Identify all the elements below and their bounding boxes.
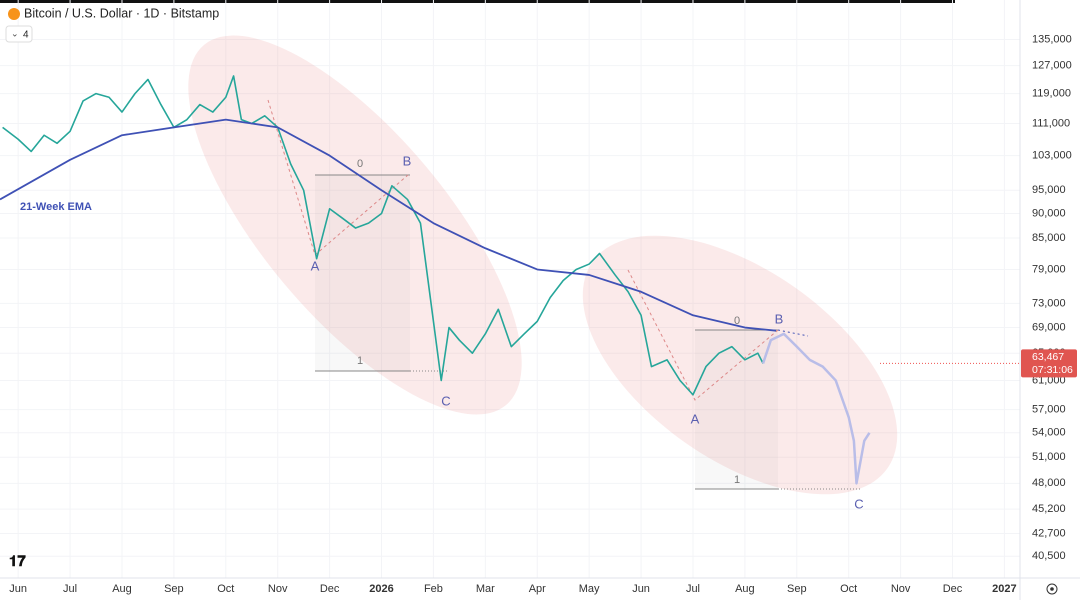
layout-button[interactable]	[5, 25, 33, 43]
series-line	[761, 332, 871, 485]
fib-box	[315, 175, 410, 371]
x-tick-label: May	[579, 583, 600, 595]
x-tick-label: Aug	[112, 583, 132, 595]
x-tick-label: Mar	[476, 583, 495, 595]
countdown: 07:31:06	[1032, 364, 1073, 376]
y-tick-label: 103,000	[1032, 149, 1072, 161]
y-tick-label: 51,000	[1032, 451, 1066, 463]
x-tick-label: Aug	[735, 583, 755, 595]
y-tick-label: 111,000	[1032, 117, 1070, 129]
wave-dash	[267, 99, 809, 401]
fib-label: 0	[357, 158, 363, 170]
last-price-label: 63,467	[1032, 351, 1064, 363]
y-tick-label: 42,700	[1032, 527, 1066, 539]
x-tick-label: Oct	[217, 583, 234, 595]
axes: 135,000 127,000 119,000 111,000 103,000 95,00…	[9, 33, 1077, 595]
x-tick-label: Apr	[529, 583, 546, 595]
series-line	[2, 75, 764, 396]
y-tick-label: 79,000	[1032, 263, 1066, 275]
y-tick-label: 54,000	[1032, 427, 1066, 439]
y-tick-label: 40,500	[1032, 550, 1066, 562]
wave-label: A	[691, 411, 700, 426]
settings-icon[interactable]	[1046, 583, 1058, 595]
wave-label: A	[311, 258, 320, 273]
y-tick-label: 127,000	[1032, 60, 1072, 72]
top-bar	[0, 0, 955, 3]
layout-badge: 4	[23, 30, 29, 41]
y-tick-label: 57,000	[1032, 403, 1066, 415]
btc-icon	[8, 8, 20, 20]
x-tick-label: Feb	[424, 583, 443, 595]
chart-title: Bitcoin / U.S. Dollar · 1D · Bitstamp	[24, 6, 219, 20]
wave-label: B	[403, 153, 412, 168]
y-tick-label: 73,000	[1032, 297, 1066, 309]
fib-lines	[315, 174, 860, 490]
y-tick-label: 85,000	[1032, 232, 1066, 244]
y-tick-label: 45,200	[1032, 503, 1066, 515]
fib-label: 1	[734, 474, 740, 486]
y-tick-label: 135,000	[1032, 33, 1072, 45]
wave-labels: A B C A B C 0 1 0 1	[311, 153, 864, 511]
x-tick-label: Dec	[320, 583, 340, 595]
x-tick-label: 2026	[369, 583, 393, 595]
plot	[0, 75, 871, 485]
wave-ellipse	[188, 35, 522, 415]
last-price-box	[1021, 349, 1077, 378]
x-tick-label: Jul	[686, 583, 700, 595]
y-tick-label: 119,000	[1032, 88, 1071, 100]
wave-label: C	[441, 393, 450, 408]
x-tick-label: 2027	[992, 583, 1016, 595]
x-tick-label: Dec	[943, 583, 963, 595]
fib-label: 1	[357, 355, 363, 367]
y-tick-label: 48,000	[1032, 477, 1066, 489]
x-tick-label: Sep	[787, 583, 807, 595]
tv-logo: 𝟏𝟕	[9, 553, 26, 570]
y-tick-label: 69,000	[1032, 321, 1066, 333]
x-tick-label: Jun	[632, 583, 650, 595]
grid	[0, 0, 1020, 578]
wave-label: B	[775, 311, 784, 326]
chevron: ⌄	[11, 28, 19, 38]
settings-icon-dot	[1050, 587, 1054, 591]
x-tick-label: Jun	[9, 583, 27, 595]
series-line	[0, 118, 777, 332]
ema-label: 21-Week EMA	[20, 201, 92, 213]
y-tick-label: 95,000	[1032, 184, 1066, 196]
x-tick-label: Oct	[840, 583, 857, 595]
y-tick-label: 90,000	[1032, 207, 1066, 219]
x-tick-label: Nov	[891, 583, 911, 595]
x-tick-label: Nov	[268, 583, 288, 595]
wave-label: C	[854, 496, 863, 511]
x-tick-label: Sep	[164, 583, 184, 595]
x-tick-label: Jul	[63, 583, 77, 595]
fib-label: 0	[734, 315, 740, 327]
